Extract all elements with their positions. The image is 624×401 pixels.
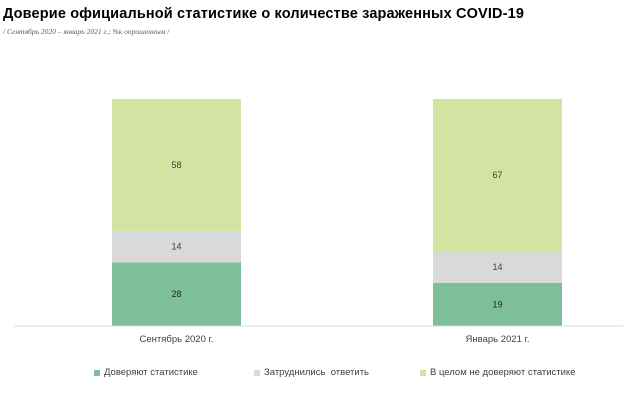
- chart-title: Доверие официальной статистике о количес…: [3, 6, 525, 22]
- legend-item-3: В целом не доверяют статистике: [420, 367, 576, 378]
- legend-swatch-1: [94, 369, 100, 376]
- chart-legend: Доверяют статистике Затруднились ответить…: [0, 367, 624, 383]
- data-label-1-cat-1: 28: [171, 289, 181, 299]
- legend-item-2: Затруднились ответить: [254, 367, 369, 378]
- bar-segment-3-cat-1: [112, 99, 241, 231]
- labels-layer: 28 14 58 Сентябрь 2020 г. 19 14 67 Январь 2021 …: [140, 160, 530, 345]
- bar-segment-1-cat-2: [433, 282, 562, 326]
- data-label-3-cat-2: 67: [492, 170, 502, 180]
- bars-layer: [112, 99, 562, 326]
- bar-segment-2-cat-1: [112, 230, 241, 263]
- legend-swatch-2: [254, 369, 260, 376]
- legend-item-1: Доверяют статистике: [94, 367, 198, 378]
- bar-segment-1-cat-1: [112, 262, 241, 326]
- data-label-1-cat-2: 19: [492, 299, 502, 309]
- category-label-2: Январь 2021 г.: [466, 334, 530, 345]
- chart-subtitle: / Сентябрь 2020 – январь 2021 г.; %к опр…: [3, 27, 170, 36]
- category-label-1: Сентябрь 2020 г.: [140, 334, 214, 345]
- data-label-2-cat-1: 14: [171, 242, 181, 252]
- legend-label-2: Затруднились ответить: [264, 367, 369, 378]
- legend-swatch-3: [420, 369, 426, 376]
- legend-label-3: В целом не доверяют статистике: [430, 367, 576, 378]
- bar-segment-2-cat-2: [433, 251, 562, 283]
- data-label-3-cat-1: 58: [171, 160, 181, 170]
- bar-segment-3-cat-2: [433, 99, 562, 252]
- data-label-2-cat-2: 14: [492, 262, 502, 272]
- legend-label-1: Доверяют статистике: [104, 367, 198, 378]
